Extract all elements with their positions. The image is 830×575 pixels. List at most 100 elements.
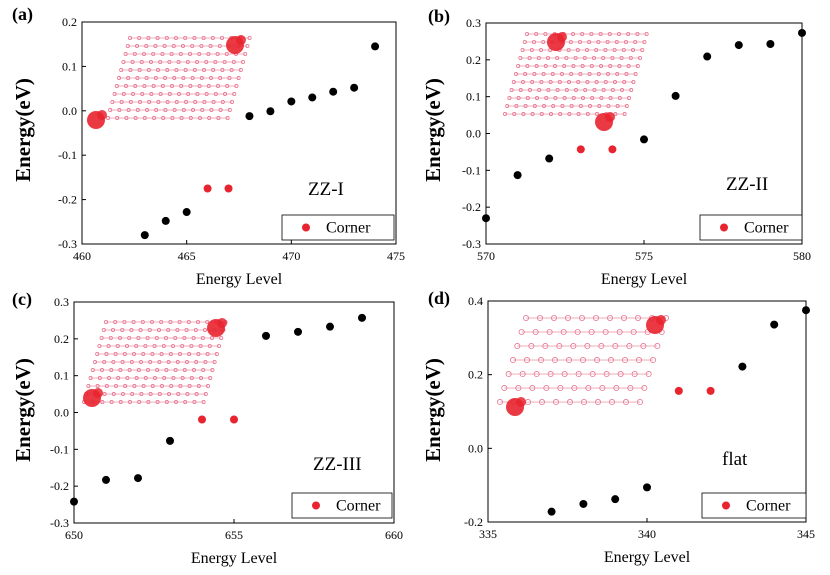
lattice-atom — [232, 92, 237, 97]
series-states — [140, 42, 380, 240]
plot-frame — [81, 21, 397, 245]
lattice-inset — [496, 314, 670, 416]
data-point — [266, 107, 275, 116]
y-tick-label: -0.1 — [58, 148, 77, 162]
data-point — [706, 386, 715, 395]
chart-panel-0: 460 465 470 475 -0.3 -0.2 -0.1 0.0 0.1 0.2 Energy … — [11, 4, 405, 288]
data-point — [245, 112, 254, 121]
lattice-atom — [225, 116, 230, 121]
corner-state-blob — [557, 32, 567, 42]
data-point — [579, 499, 588, 508]
lattice-atom — [633, 72, 638, 77]
data-point — [738, 362, 747, 371]
legend-box — [701, 492, 807, 519]
data-point — [643, 483, 651, 492]
lattice-atom — [645, 371, 652, 378]
lattice-atom — [624, 104, 629, 109]
series-states — [70, 313, 366, 506]
data-point — [161, 216, 170, 225]
legend-marker — [302, 223, 310, 232]
legend-box — [291, 492, 393, 519]
lattice-atom — [627, 96, 632, 101]
lattice-atom — [247, 36, 252, 41]
lattice-atom — [622, 112, 627, 117]
data-point — [482, 214, 490, 223]
lattice-atom — [236, 76, 241, 81]
data-point — [134, 474, 142, 483]
y-tick-label: 0.3 — [54, 295, 69, 309]
structure-annotation: ZZ-III — [313, 454, 362, 475]
plot-frame — [73, 301, 395, 524]
series-corner — [674, 386, 715, 395]
data-point — [545, 154, 554, 163]
corner-state-blob — [97, 110, 107, 120]
y-axis-label: Energy(eV) — [421, 358, 445, 462]
y-tick-label: -0.1 — [50, 442, 69, 456]
lattice-atom — [631, 80, 636, 85]
y-tick-label: -0.2 — [462, 200, 481, 214]
x-tick-label: 335 — [479, 527, 497, 541]
legend-box — [281, 214, 395, 241]
y-tick-label: 0.2 — [54, 332, 69, 346]
data-point — [166, 436, 174, 445]
x-axis-label: Energy Level — [604, 549, 691, 566]
y-tick-label: 0.0 — [468, 441, 483, 455]
lattice-atom — [654, 343, 661, 350]
x-tick-label: 345 — [797, 527, 815, 541]
lattice-atom — [243, 52, 248, 57]
y-axis-label: Energy(eV) — [11, 78, 35, 182]
legend: Corner — [701, 492, 807, 519]
legend: Corner — [281, 214, 395, 241]
x-tick-label: 460 — [73, 249, 91, 263]
data-point — [262, 331, 270, 340]
x-tick-label: 650 — [65, 528, 83, 542]
y-tick-label: 0.2 — [468, 368, 483, 382]
x-axis-label: Energy Level — [191, 550, 278, 567]
series-states — [547, 306, 810, 516]
y-tick-label: -0.2 — [58, 193, 77, 207]
corner-state-blob — [93, 388, 103, 398]
panel-label: (c) — [12, 289, 32, 310]
data-point — [182, 208, 191, 217]
data-point — [358, 313, 366, 322]
y-tick-label: 0.2 — [62, 15, 77, 29]
lattice-inset — [502, 32, 649, 131]
data-point — [547, 507, 556, 516]
x-axis-label: Energy Level — [196, 271, 283, 288]
lattice-atom — [214, 352, 219, 357]
lattice-atom — [208, 376, 213, 381]
lattice-inset — [82, 318, 228, 407]
y-tick-label: -0.3 — [50, 516, 69, 530]
data-point — [734, 41, 743, 50]
lattice-atom — [637, 399, 644, 406]
chart-panel-1: 570 575 580 -0.3 -0.2 -0.1 0.0 0.1 0.2 0.3 Energy … — [421, 6, 811, 288]
y-tick-label: 0.4 — [468, 294, 483, 308]
corner-state-blob — [217, 318, 227, 328]
y-tick-label: 0.1 — [54, 369, 69, 383]
lattice-atom — [238, 68, 243, 73]
y-tick-label: 0.1 — [62, 59, 77, 73]
x-tick-label: 575 — [635, 249, 653, 263]
y-axis-label: Energy(eV) — [11, 358, 35, 462]
data-point — [308, 93, 317, 102]
lattice-atom — [641, 385, 648, 392]
legend-label: Corner — [746, 498, 791, 515]
lattice-atom — [642, 40, 647, 45]
data-point — [674, 386, 683, 395]
lattice-atom — [650, 357, 657, 364]
legend-marker — [722, 501, 730, 510]
plot-frame — [485, 22, 803, 245]
y-tick-label: 0.2 — [466, 53, 481, 67]
x-tick-label: 475 — [387, 249, 405, 263]
x-tick-label: 465 — [178, 249, 196, 263]
y-tick-label: -0.1 — [462, 163, 481, 177]
y-tick-label: 0.0 — [466, 127, 481, 141]
data-point — [703, 52, 712, 61]
data-point — [371, 42, 380, 51]
x-tick-label: 470 — [282, 249, 300, 263]
structure-annotation: ZZ-I — [308, 179, 344, 200]
data-point — [671, 91, 680, 100]
legend-marker — [720, 223, 728, 232]
lattice-atom — [205, 384, 210, 389]
data-point — [102, 475, 110, 484]
